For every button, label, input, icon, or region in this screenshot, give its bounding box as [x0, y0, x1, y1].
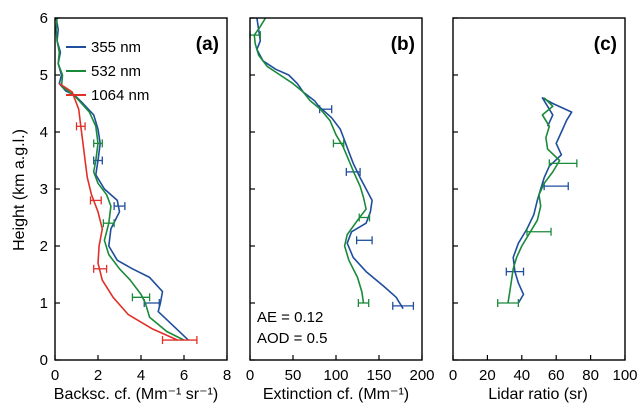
panel-b-xticks: 0 50 100 150 200 — [246, 355, 435, 384]
panel-b-errorbar-532-nm-1 — [358, 213, 371, 222]
y-axis-label: Height (km a.g.l.) — [11, 129, 28, 251]
panel-b-xtick-label-2: 100 — [323, 367, 348, 384]
panel-c-line-532-nm — [507, 97, 561, 304]
panel-a-series — [55, 17, 198, 345]
panel-c-errorbar-355-nm-1 — [543, 182, 569, 191]
panel-a-errorbar-1064-nm-2 — [89, 196, 102, 205]
panel-a-errorbar-532-nm-0 — [131, 293, 151, 302]
panel-b-xtick-label-4: 200 — [409, 367, 434, 384]
panel-b-line-532-nm — [253, 17, 367, 304]
panel-b-series — [249, 17, 415, 310]
panel-c-xtick-label-5: 100 — [612, 367, 637, 384]
panel-a: 0 2 4 6 8 0 1 2 3 4 5 6 (a) Backsc. cf. (Mm⁻¹ sr⁻¹… — [40, 10, 232, 403]
panel-c-errorbar-355-nm-0 — [505, 267, 525, 276]
panel-a-errorbar-1064-nm-0 — [161, 336, 198, 345]
panel-b-xtick-label-1: 50 — [285, 367, 302, 384]
panel-c-label: (c) — [594, 34, 617, 55]
panel-a-ytick-label-3: 3 — [40, 181, 48, 198]
panel-a-xticks: 0 2 4 6 8 — [51, 355, 231, 384]
panel-c-yticks — [453, 17, 458, 361]
panel-a-label: (a) — [196, 34, 219, 55]
panel-b-xtick-label-0: 0 — [246, 367, 254, 384]
panel-a-xtick-label-4: 8 — [223, 367, 231, 384]
panel-a-ytick-label-2: 2 — [40, 238, 48, 255]
panel-a-errorbar-1064-nm-3 — [75, 122, 86, 131]
panel-b-label: (b) — [391, 34, 415, 55]
panel-a-errorbar-532-nm-2 — [93, 139, 103, 148]
panel-a-errorbar-1064-nm-1 — [93, 264, 108, 273]
panel-a-errorbar-532-nm-1 — [102, 219, 115, 228]
panel-b-line-355-nm — [256, 17, 404, 310]
panel-c-errorbar-532-nm-2 — [548, 159, 578, 168]
legend-entry-1064: 1064 nm — [91, 87, 149, 104]
panel-c-xtick-label-2: 40 — [513, 367, 530, 384]
legend-entry-532: 532 nm — [91, 63, 141, 80]
legend: 355 nm 532 nm 1064 nm — [66, 39, 149, 104]
panel-b-errorbar-355-nm-0 — [392, 301, 415, 310]
panel-a-ytick-label-0: 0 — [40, 352, 48, 369]
panel-c-xtick-label-0: 0 — [449, 367, 457, 384]
panel-a-line-1064-nm — [58, 82, 178, 341]
panel-a-xtick-label-2: 4 — [137, 367, 145, 384]
panel-c-xlabel: Lidar ratio (sr) — [488, 386, 588, 403]
panel-c-frame — [452, 17, 626, 361]
panel-b-errorbar-355-nm-1 — [355, 236, 373, 245]
panel-b: 0 50 100 150 200 (b) Extinction cf. (Mm⁻¹) A… — [246, 17, 435, 403]
panel-a-xtick-label-0: 0 — [51, 367, 59, 384]
panel-a-ytick-label-4: 4 — [40, 124, 48, 141]
annotation-aod: AOD = 0.5 — [257, 330, 327, 347]
panel-b-xtick-label-3: 150 — [366, 367, 391, 384]
panel-b-yticks — [250, 17, 255, 361]
panel-c-errorbar-532-nm-1 — [526, 227, 552, 236]
panel-a-ytick-label-1: 1 — [40, 295, 48, 312]
annotation-ae: AE = 0.12 — [257, 309, 323, 326]
panel-a-ytick-label-6: 6 — [40, 10, 48, 27]
panel-c-xtick-label-3: 60 — [548, 367, 565, 384]
panel-c-xtick-label-4: 80 — [582, 367, 599, 384]
panel-a-xtick-label-3: 6 — [180, 367, 188, 384]
panel-a-errorbar-355-nm-1 — [113, 202, 126, 211]
panel-c-errorbar-532-nm-0 — [497, 299, 520, 307]
panel-c-xtick-label-1: 20 — [479, 367, 496, 384]
panel-a-xlabel: Backsc. cf. (Mm⁻¹ sr⁻¹) — [54, 386, 218, 403]
panel-c-xticks: 0 20 40 60 80 100 — [449, 355, 638, 384]
panel-c-series — [497, 97, 578, 307]
panel-a-xtick-label-1: 2 — [94, 367, 102, 384]
panel-b-errorbar-532-nm-0 — [357, 299, 370, 307]
panel-a-yticks: 0 1 2 3 4 5 6 — [40, 10, 60, 369]
panel-c: 0 20 40 60 80 100 (c) Lidar ratio (sr) — [449, 17, 638, 403]
panel-b-errorbar-532-nm-2 — [332, 139, 345, 148]
panel-a-line-532-nm — [55, 17, 185, 341]
panel-a-ytick-label-5: 5 — [40, 67, 48, 84]
legend-entry-355: 355 nm — [91, 39, 141, 56]
panel-b-xlabel: Extinction cf. (Mm⁻¹) — [263, 386, 409, 403]
